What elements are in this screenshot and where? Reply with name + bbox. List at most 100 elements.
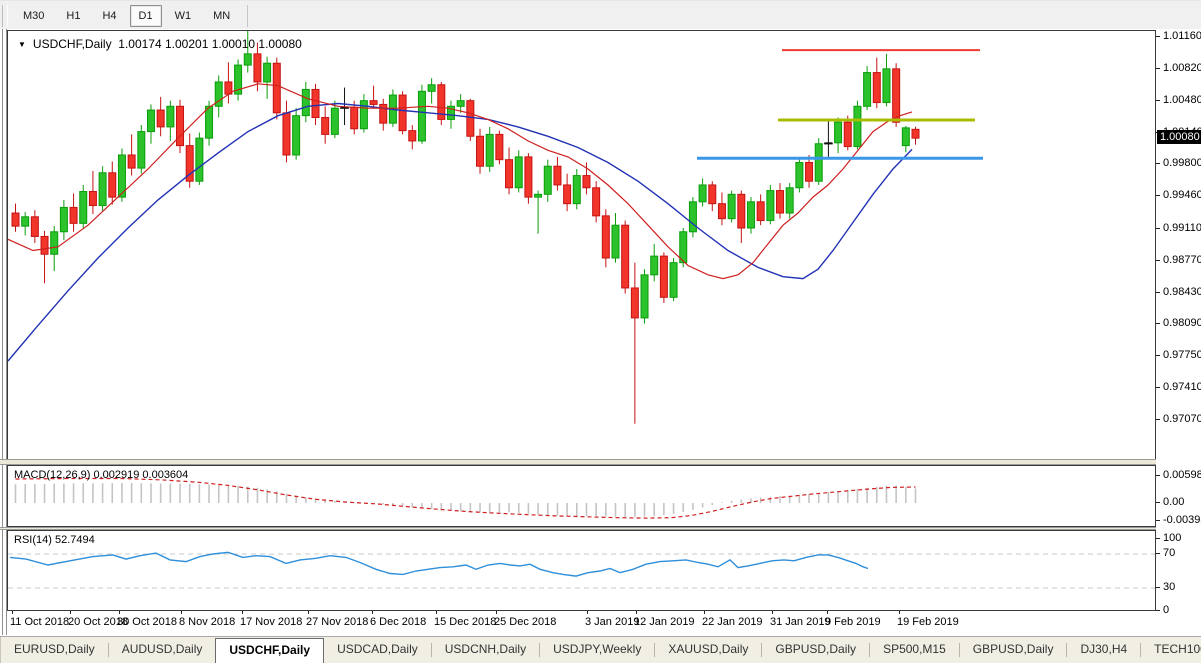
- date-tick: [242, 611, 243, 614]
- macd-axis-label: 0.00: [1163, 496, 1185, 508]
- date-tick: [496, 611, 497, 614]
- date-label: 6 Dec 2018: [370, 616, 427, 628]
- date-label: 20 Oct 2018: [68, 616, 128, 628]
- date-label: 15 Dec 2018: [434, 616, 497, 628]
- rsi-label: RSI(14) 52.7494: [14, 534, 95, 546]
- date-tick: [308, 611, 309, 614]
- price-axis-label: 0.98770: [1163, 253, 1201, 266]
- date-tick: [12, 611, 13, 614]
- panel-splitter[interactable]: [0, 527, 1201, 530]
- tab-usdcnh-daily[interactable]: USDCNH,Daily: [444, 642, 527, 656]
- date-tick: [587, 611, 588, 614]
- panel-splitter[interactable]: [0, 459, 1201, 465]
- macd-chart[interactable]: [8, 466, 1155, 526]
- ma-slow-blue-line[interactable]: [8, 102, 913, 362]
- tab-audusd-daily[interactable]: AUDUSD,Daily: [121, 642, 203, 656]
- price-axis-label: 0.99110: [1163, 221, 1201, 234]
- macd-panel[interactable]: MACD(12,26,9) 0.002919 0.003604: [7, 465, 1156, 527]
- timeframe-button-h1[interactable]: H1: [66, 9, 81, 22]
- date-label: 30 Oct 2018: [117, 616, 177, 628]
- axis-tick: [1156, 475, 1160, 477]
- price-axis-label: 1.00480: [1163, 93, 1201, 106]
- date-label: 11 Oct 2018: [10, 616, 70, 628]
- timeframe-button-m30[interactable]: M30: [23, 9, 45, 22]
- price-axis-label: 1.01160: [1163, 30, 1201, 42]
- date-tick: [372, 611, 373, 614]
- date-tick: [636, 611, 637, 614]
- macd-histogram: [14, 483, 917, 518]
- macd-axis-label: 0.005985: [1163, 469, 1201, 482]
- rsi-chart[interactable]: [8, 531, 1155, 610]
- chart-title: ▼ USDCHF,Daily 1.00174 1.00201 1.00010 1.…: [18, 37, 302, 51]
- date-tick: [704, 611, 705, 614]
- date-label: 27 Nov 2018: [306, 616, 369, 628]
- ma-fast-red-line[interactable]: [8, 83, 913, 280]
- tab-eurusd-daily[interactable]: EURUSD,Daily: [14, 642, 95, 656]
- price-axis-label: 0.98430: [1163, 285, 1201, 298]
- timeframe-button-h4[interactable]: H4: [102, 9, 117, 22]
- timeframe-toolbar: M30 H1 H4 D1 W1 MN: [0, 0, 1201, 30]
- price-axis-label: 1.00820: [1163, 61, 1201, 74]
- tab-separator: [1066, 643, 1068, 657]
- price-axis-label: 0.99800: [1163, 157, 1201, 170]
- macd-axis-label: -0.003954: [1163, 513, 1201, 526]
- chart-title-ohlc: 1.00174 1.00201 1.00010 1.00080: [118, 37, 302, 51]
- axis-tick: [1156, 323, 1160, 325]
- price-chart-panel[interactable]: ▼ USDCHF,Daily 1.00174 1.00201 1.00010 1.…: [7, 30, 1156, 460]
- price-axis-label: 0.98090: [1163, 317, 1201, 330]
- tab-separator: [761, 643, 763, 657]
- tab-gbpusd-daily[interactable]: GBPUSD,Daily: [972, 642, 1054, 656]
- date-label: 8 Nov 2018: [179, 616, 236, 628]
- chart-caret-icon: ▼: [18, 40, 26, 49]
- axis-tick: [1156, 610, 1160, 611]
- axis-tick: [1156, 195, 1160, 197]
- symbol-tabbar: EURUSD,Daily AUDUSD,Daily USDCHF,Daily USDC…: [0, 636, 1201, 663]
- timeframe-button-w1[interactable]: W1: [174, 9, 192, 22]
- date-axis[interactable]: 11 Oct 2018 20 Oct 2018 30 Oct 2018 8 Nov 2…: [7, 611, 1156, 635]
- axis-tick: [1156, 587, 1160, 588]
- date-tick: [827, 611, 828, 614]
- chart-window: ▼ USDCHF,Daily 1.00174 1.00201 1.00010 1.…: [0, 29, 1201, 636]
- date-tick: [181, 611, 182, 614]
- timeframe-button-d1[interactable]: D1: [129, 4, 162, 27]
- date-tick: [772, 611, 773, 614]
- axis-tick: [1156, 387, 1160, 389]
- date-tick: [436, 611, 437, 614]
- macd-label: MACD(12,26,9) 0.002919 0.003604: [14, 469, 189, 481]
- tab-separator: [654, 643, 656, 657]
- tab-usdjpy-weekly[interactable]: USDJPY,Weekly: [553, 642, 642, 656]
- candlestick-chart[interactable]: [8, 31, 1155, 459]
- tab-separator: [430, 643, 432, 657]
- price-scale[interactable]: 1.011601.008201.004801.001400.998000.994…: [1156, 29, 1201, 635]
- price-axis-label: 0.97750: [1163, 349, 1201, 362]
- date-label: 17 Nov 2018: [240, 616, 303, 628]
- axis-tick: [1156, 99, 1160, 101]
- axis-tick: [1156, 291, 1160, 293]
- tab-gbpusd-daily[interactable]: GBPUSD,Daily: [775, 642, 857, 656]
- tab-tech100[interactable]: TECH100,: [1154, 642, 1201, 656]
- tab-separator: [958, 643, 960, 657]
- chart-title-symbol: USDCHF,Daily: [32, 37, 112, 51]
- toolbar-grip[interactable]: [2, 4, 8, 27]
- rsi-line: [9, 551, 869, 577]
- rsi-axis-label: 30: [1163, 581, 1176, 593]
- date-tick: [70, 611, 71, 614]
- tab-sp500-m15[interactable]: SP500,M15: [883, 642, 946, 656]
- date-label: 19 Feb 2019: [897, 616, 959, 628]
- tab-usdchf-daily[interactable]: USDCHF,Daily: [215, 638, 325, 663]
- timeframe-button-mn[interactable]: MN: [213, 9, 231, 22]
- rsi-panel[interactable]: RSI(14) 52.7494: [7, 530, 1156, 611]
- axis-tick: [1156, 553, 1160, 554]
- rsi-axis-label: 70: [1163, 547, 1176, 559]
- tab-usdcad-daily[interactable]: USDCAD,Daily: [337, 642, 418, 656]
- date-tick: [119, 611, 120, 614]
- tab-dj30-h4[interactable]: DJ30,H4: [1080, 642, 1128, 656]
- tab-xauusd-daily[interactable]: XAUUSD,Daily: [668, 642, 749, 656]
- date-label: 9 Feb 2019: [825, 616, 881, 628]
- axis-tick: [1156, 163, 1160, 165]
- tabbar-lead: [0, 637, 1, 663]
- tab-separator: [869, 643, 871, 657]
- current-price-tag: 1.00080: [1157, 130, 1201, 145]
- tab-separator: [107, 643, 109, 657]
- date-label: 3 Jan 2019: [585, 616, 640, 628]
